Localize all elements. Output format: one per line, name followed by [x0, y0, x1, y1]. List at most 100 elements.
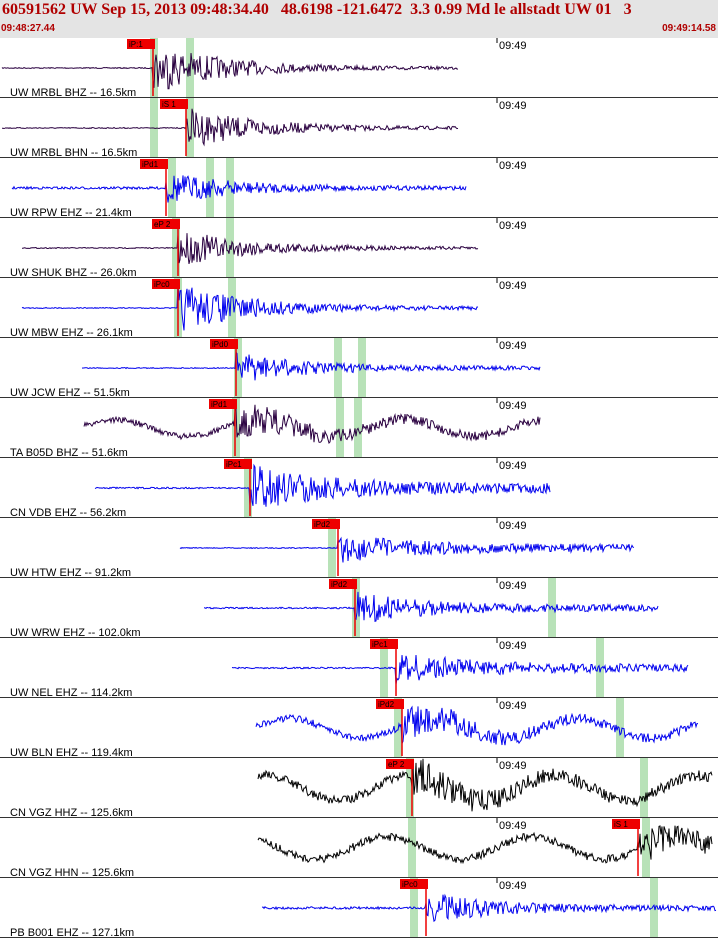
waveform [1, 53, 459, 90]
trace-row[interactable]: 09:49 iPc1 UW NEL EHZ -- 114.2km [0, 638, 718, 699]
time-tick-label: 09:49 [499, 40, 527, 52]
pick-marker[interactable] [329, 579, 357, 589]
pick-label: iPd2 [331, 580, 348, 589]
trace-label: CN VDB EHZ -- 56.2km [10, 507, 126, 519]
waveform [21, 233, 479, 265]
trace-label: UW MRBL BHN -- 16.5km [10, 147, 137, 159]
trace-row[interactable]: 09:49 iPd2 UW HTW EHZ -- 91.2km [0, 518, 718, 579]
pick-marker[interactable] [370, 639, 398, 649]
pick-label: iS 1 [614, 820, 628, 829]
pick-marker[interactable] [224, 459, 252, 469]
pick-label: iPd0 [212, 340, 229, 349]
pick-window [410, 878, 418, 938]
waveform [231, 654, 689, 685]
pick-marker[interactable] [160, 99, 188, 109]
pick-label: iS 1 [162, 100, 176, 109]
pick-window [334, 338, 342, 398]
trace-row[interactable]: 09:49 iPc1 CN VDB EHZ -- 56.2km [0, 458, 718, 519]
waveform [81, 351, 541, 381]
trace-label: UW MBW EHZ -- 26.1km [10, 327, 133, 339]
trace-row[interactable]: 09:49 iS 1 CN VGZ HHN -- 125.6km [0, 818, 718, 879]
pick-label: iPd1 [142, 160, 159, 169]
pick-marker[interactable] [612, 819, 640, 829]
time-tick-label: 09:49 [499, 820, 527, 832]
pick-marker[interactable] [209, 399, 237, 409]
window-end-time: 09:49:14.58 [662, 23, 716, 34]
pick-window [228, 278, 236, 338]
event-title: 60591562 UW Sep 15, 2013 09:48:34.40 48.… [2, 1, 632, 18]
trace-label: CN VGZ HHZ -- 125.6km [10, 807, 133, 819]
window-start-time: 09:48:27.44 [1, 23, 55, 34]
trace-row[interactable]: 09:49 iP:1 UW MRBL BHZ -- 16.5km [0, 38, 718, 99]
pick-label: iPc1 [372, 640, 388, 649]
time-tick-label: 09:49 [499, 400, 527, 412]
waveform [2, 108, 459, 147]
pick-marker[interactable] [312, 519, 340, 529]
pick-window [596, 638, 604, 698]
time-tick-label: 09:49 [499, 520, 527, 532]
trace-label: PB B001 EHZ -- 127.1km [10, 927, 134, 938]
pick-window [640, 758, 648, 818]
trace-row[interactable]: 09:49 eP 2 UW SHUK BHZ -- 26.0km [0, 218, 718, 279]
trace-row[interactable]: 09:49 iPc0 UW MBW EHZ -- 26.1km [0, 278, 718, 339]
trace-label: UW SHUK BHZ -- 26.0km [10, 267, 137, 279]
pick-marker[interactable] [140, 159, 168, 169]
trace-label: UW MRBL BHZ -- 16.5km [10, 87, 136, 99]
trace-label: UW JCW EHZ -- 51.5km [10, 387, 130, 399]
pick-window [186, 98, 194, 158]
pick-label: iPc0 [154, 280, 170, 289]
pick-marker[interactable] [152, 219, 180, 229]
pick-window [226, 158, 234, 218]
trace-row[interactable]: 09:49 iPc0 PB B001 EHZ -- 127.1km [0, 878, 718, 938]
trace-row[interactable]: 09:49 iPd2 UW WRW EHZ -- 102.0km [0, 578, 718, 639]
time-tick-label: 09:49 [499, 760, 527, 772]
pick-label: iPc0 [402, 880, 418, 889]
pick-label: eP 2 [154, 220, 171, 229]
waveform [261, 893, 717, 923]
pick-window [168, 158, 176, 218]
pick-window [548, 578, 556, 638]
pick-window [232, 398, 240, 458]
pick-window [642, 818, 650, 878]
pick-window [406, 758, 414, 818]
header-bar: 60591562 UW Sep 15, 2013 09:48:34.40 48.… [0, 0, 718, 38]
pick-window [206, 158, 214, 218]
pick-window [336, 398, 344, 458]
waveform [11, 175, 467, 203]
time-tick-label: 09:49 [499, 460, 527, 472]
trace-label: UW NEL EHZ -- 114.2km [10, 687, 132, 699]
pick-window [150, 38, 158, 98]
pick-label: iPd2 [314, 520, 331, 529]
pick-label: eP 2 [388, 760, 405, 769]
trace-label: UW WRW EHZ -- 102.0km [10, 627, 141, 639]
trace-row[interactable]: 09:49 iPd1 UW RPW EHZ -- 21.4km [0, 158, 718, 219]
pick-window [616, 698, 624, 758]
time-tick-label: 09:49 [499, 640, 527, 652]
pick-marker[interactable] [376, 699, 404, 709]
pick-window [352, 578, 360, 638]
pick-marker[interactable] [210, 339, 238, 349]
waveform [257, 758, 713, 812]
pick-marker[interactable] [152, 279, 180, 289]
pick-label: iPd1 [211, 400, 228, 409]
time-tick-label: 09:49 [499, 340, 527, 352]
time-tick-label: 09:49 [499, 280, 527, 292]
trace-row[interactable]: 09:49 eP 2 CN VGZ HHZ -- 125.6km [0, 758, 718, 819]
pick-label: iP:1 [129, 40, 143, 49]
trace-label: UW BLN EHZ -- 119.4km [10, 747, 133, 759]
trace-row[interactable]: 09:49 iPd0 UW JCW EHZ -- 51.5km [0, 338, 718, 399]
trace-row[interactable]: 09:49 iS 1 UW MRBL BHN -- 16.5km [0, 98, 718, 159]
trace-label: UW HTW EHZ -- 91.2km [10, 567, 131, 579]
waveform [179, 536, 635, 563]
pick-marker[interactable] [386, 759, 414, 769]
pick-marker[interactable] [127, 39, 155, 49]
waveform [94, 463, 551, 507]
time-tick-label: 09:49 [499, 880, 527, 892]
trace-row[interactable]: 09:49 iPd2 UW BLN EHZ -- 119.4km [0, 698, 718, 759]
trace-label: CN VGZ HHN -- 125.6km [10, 867, 134, 879]
pick-marker[interactable] [400, 879, 428, 889]
trace-row[interactable]: 09:49 iPd1 TA B05D BHZ -- 51.6km [0, 398, 718, 459]
pick-window [408, 818, 416, 878]
waveform [257, 825, 713, 865]
seismogram-panel[interactable]: 09:49 iP:1 UW MRBL BHZ -- 16.5km 09:49 iS 1 U… [0, 38, 718, 938]
